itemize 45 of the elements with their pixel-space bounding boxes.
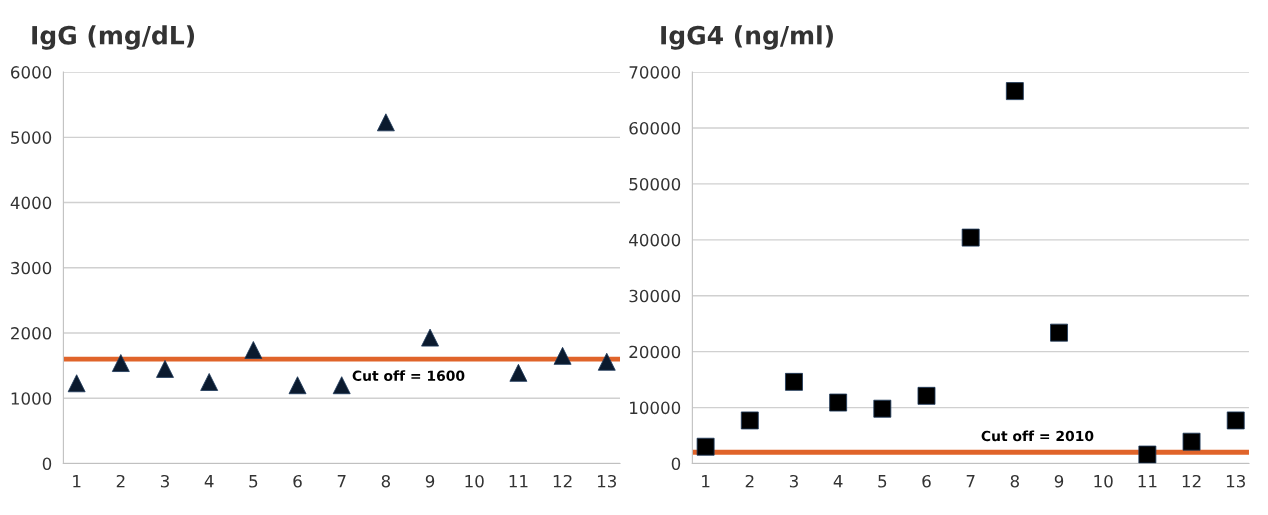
x-tick-label: 12 (553, 474, 572, 488)
chart-title: IgG (mg/dL) (32, 25, 195, 50)
x-tick-label: 3 (160, 474, 169, 488)
y-tick-label: 2000 (11, 327, 52, 340)
x-tick-label: 12 (1182, 474, 1201, 488)
y-tick-label: 6000 (11, 66, 52, 79)
x-tick-label: 11 (1138, 475, 1157, 488)
x-tick-label: 7 (966, 475, 975, 488)
x-tick-label: 2 (116, 474, 125, 488)
y-tick-label: 0 (42, 457, 52, 471)
x-tick-label: 6 (293, 474, 302, 488)
y-tick-label: 0 (671, 457, 681, 471)
y-tick-label: 3000 (11, 261, 52, 275)
x-tick-label: 1 (702, 475, 710, 488)
y-tick-label: 60000 (629, 121, 681, 135)
x-tick-label: 3 (789, 474, 798, 488)
chart-title: IgG4 (ng/ml) (661, 25, 833, 50)
x-tick-label: 8 (381, 474, 391, 488)
y-tick-label: 20000 (629, 345, 681, 359)
x-tick-label: 4 (833, 475, 843, 488)
ref-line-label: Cut off = 2010 (981, 430, 1094, 442)
y-tick-label: 50000 (629, 177, 681, 191)
x-tick-label: 5 (249, 475, 258, 488)
x-tick-label: 13 (1226, 474, 1245, 488)
ref-line-label: Cut off = 1600 (352, 370, 465, 381)
x-tick-label: 10 (1094, 474, 1113, 488)
x-tick-label: 10 (465, 474, 484, 488)
y-tick-label: 30000 (629, 289, 681, 303)
x-tick-label: 4 (204, 475, 214, 488)
y-tick-label: 70000 (629, 66, 681, 79)
x-tick-label: 11 (509, 475, 528, 488)
x-tick-label: 9 (1054, 474, 1064, 488)
x-tick-label: 1 (73, 475, 81, 488)
y-tick-label: 4000 (10, 196, 52, 210)
x-tick-label: 13 (597, 474, 617, 488)
y-tick-label: 10000 (630, 401, 681, 415)
x-tick-label: 5 (878, 475, 887, 488)
x-tick-label: 6 (922, 474, 931, 488)
x-tick-label: 7 (337, 475, 346, 488)
y-tick-label: 40000 (629, 233, 681, 247)
y-tick-label: 5000 (11, 131, 52, 144)
y-tick-label: 1000 (11, 392, 52, 405)
x-tick-label: 2 (745, 474, 754, 488)
x-tick-label: 8 (1010, 474, 1020, 488)
x-tick-label: 9 (425, 474, 435, 488)
